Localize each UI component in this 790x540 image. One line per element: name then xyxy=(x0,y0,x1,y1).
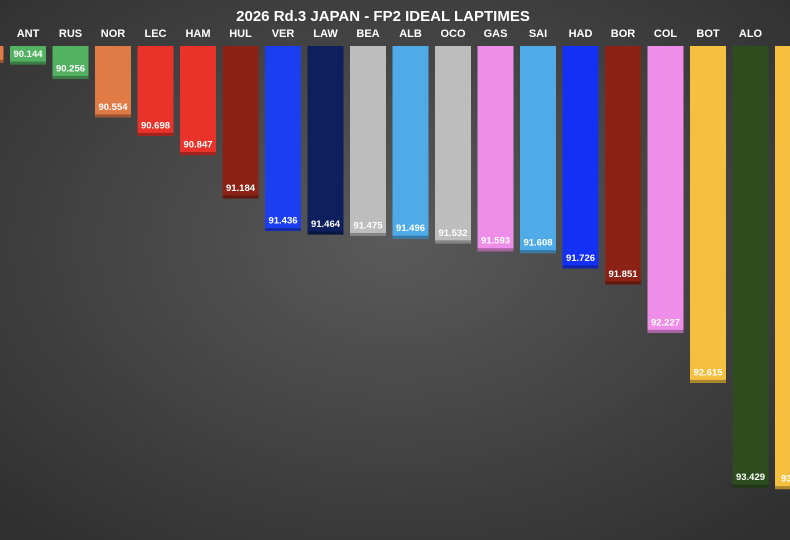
bar-edge xyxy=(265,227,301,231)
bar xyxy=(520,46,556,254)
value-label: 90.256 xyxy=(56,63,85,74)
bar xyxy=(732,46,769,488)
bar-edge xyxy=(435,240,471,244)
bar xyxy=(0,46,4,63)
bar-edge xyxy=(0,59,4,63)
bar-edge xyxy=(775,486,790,490)
bar xyxy=(562,46,599,269)
bar xyxy=(137,46,174,136)
bar-edge xyxy=(52,75,89,79)
value-label: 93.44 xyxy=(781,474,790,485)
bar xyxy=(307,46,344,235)
x-tick-label: BOR xyxy=(611,28,636,40)
bar-edge xyxy=(562,265,599,269)
chart-title: 2026 Rd.3 JAPAN - FP2 IDEAL LAPTIMES xyxy=(236,8,530,25)
value-label: 91.593 xyxy=(481,236,510,247)
value-label: 90.847 xyxy=(183,140,212,151)
value-label: 91.184 xyxy=(226,183,256,194)
bar xyxy=(605,46,641,285)
bar-edge xyxy=(605,281,641,285)
bar xyxy=(180,46,216,156)
x-tick-label: COL xyxy=(654,28,678,40)
bar xyxy=(350,46,386,236)
value-label: 91.436 xyxy=(268,215,297,226)
bar-edge xyxy=(307,231,344,235)
value-label: 91.496 xyxy=(396,223,425,234)
bar-edge xyxy=(690,379,726,383)
x-tick-label: HAD xyxy=(569,28,593,40)
bar-edge xyxy=(477,248,514,252)
bar xyxy=(690,46,726,383)
bar-edge xyxy=(137,132,174,136)
bar xyxy=(775,46,790,490)
value-label: 91.464 xyxy=(311,219,341,230)
value-label: 90.554 xyxy=(98,102,128,113)
bar xyxy=(435,46,471,244)
value-label: 93.429 xyxy=(736,472,765,483)
bar xyxy=(222,46,259,199)
x-tick-label: ANT xyxy=(17,28,40,40)
value-label: 92.615 xyxy=(693,367,723,378)
x-tick-label: NOR xyxy=(101,28,126,40)
value-label: 90.698 xyxy=(141,120,170,131)
bar-edge xyxy=(180,152,216,156)
bar xyxy=(647,46,684,333)
bar-edge xyxy=(222,195,259,199)
x-tick-label: BOT xyxy=(696,28,720,40)
value-label: 91.851 xyxy=(608,269,638,280)
value-label: 91.726 xyxy=(566,253,595,264)
x-tick-label: LEC xyxy=(145,28,167,40)
bar xyxy=(392,46,429,239)
x-tick-label: VER xyxy=(272,28,295,40)
value-label: 91.475 xyxy=(353,221,383,232)
bar-edge xyxy=(95,114,131,118)
x-tick-label: GAS xyxy=(484,28,508,40)
x-tick-label: RUS xyxy=(59,28,82,40)
value-label: 91.532 xyxy=(438,228,467,239)
bar-edge xyxy=(732,484,769,488)
bar-edge xyxy=(392,235,429,239)
x-tick-label: LAW xyxy=(313,28,338,40)
x-tick-label: SAI xyxy=(529,28,547,40)
bar xyxy=(477,46,514,252)
bar-edge xyxy=(10,61,46,65)
x-tick-label: ALB xyxy=(399,28,422,40)
x-tick-label: HAM xyxy=(185,28,210,40)
x-tick-label: ALO xyxy=(739,28,763,40)
bar xyxy=(10,46,46,65)
x-tick-label: OCO xyxy=(440,28,466,40)
bar-edge xyxy=(350,233,386,236)
x-tick-label: HUL xyxy=(229,28,252,40)
value-label: 91.608 xyxy=(523,238,552,249)
bar-edge xyxy=(647,329,684,333)
bar xyxy=(95,46,131,118)
value-label: 92.227 xyxy=(651,317,680,328)
bar xyxy=(52,46,89,79)
x-tick-label: BEA xyxy=(356,28,379,40)
value-label: 90.144 xyxy=(13,49,43,60)
bar xyxy=(265,46,301,231)
bar-edge xyxy=(520,250,556,254)
